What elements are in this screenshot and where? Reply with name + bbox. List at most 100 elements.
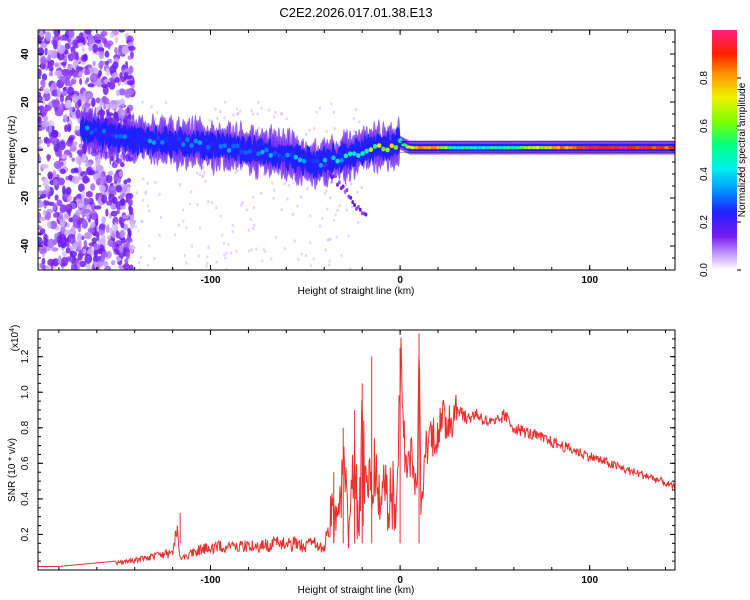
spectrogram-noise-cell	[223, 253, 226, 257]
spectrogram-ridge-peak	[135, 137, 140, 143]
spectrogram-noise-cell	[309, 264, 313, 268]
spectrogram-ridge-peak	[289, 152, 294, 158]
colorbar-tick-label: 0.4	[699, 167, 710, 181]
spectrogram-tail-cell	[336, 182, 339, 187]
spectrogram-noise-cell	[120, 98, 125, 104]
spectrogram-noise-cell	[110, 210, 118, 217]
spectrogram-noise-cell	[63, 149, 72, 156]
spectrogram-noise-cell	[232, 113, 235, 117]
y-tick-label: 40	[20, 48, 31, 60]
spectrogram-noise-cell	[115, 185, 122, 193]
spectrogram-ridge-peak	[472, 146, 479, 150]
spectrogram-noise-cell	[158, 233, 161, 237]
spectrogram-noise-cell	[40, 262, 45, 270]
spectrogram-noise-cell	[84, 253, 93, 264]
spectrogram-noise-cell	[321, 216, 324, 220]
spectrogram-ridge-peak	[389, 143, 394, 149]
spectrogram-noise-cell	[127, 55, 132, 61]
spectrogram-noise-cell	[71, 263, 75, 270]
colorbar: 0.0 0.2 0.4 0.6 0.8 Normalized spectral ampl…	[699, 30, 748, 277]
spectrogram-noise-cell	[319, 224, 322, 228]
spectrogram-ridge-peak	[655, 146, 662, 150]
spectrogram-ridge-peak	[243, 150, 248, 155]
spectrogram-noise-cell	[63, 114, 68, 123]
spectrogram-noise-cell	[53, 179, 59, 187]
spectrogram-ridge-peak	[343, 153, 349, 159]
spectrogram-noise-cell	[223, 116, 226, 120]
spectrogram-ridge-peak	[509, 146, 516, 150]
spectrogram-noise-cell	[57, 132, 62, 138]
spectrogram-noise-cell	[72, 39, 80, 49]
spectrogram-noise-cell	[216, 116, 219, 121]
spectrogram-noise-cell	[121, 185, 128, 193]
spectrogram-noise-cell	[90, 221, 95, 229]
spectrogram-noise-cell	[77, 42, 84, 47]
spectrogram-noise-cell	[260, 106, 263, 110]
spectrogram-ridge-peak	[426, 146, 433, 150]
spectrogram-noise-cell	[315, 110, 318, 114]
spectrogram-noise-cell	[286, 197, 289, 201]
spectrogram-noise-cell	[43, 91, 51, 102]
spectrogram-noise-cell	[82, 218, 87, 226]
spectrogram-noise-cell	[91, 213, 97, 221]
spectrogram-tail-cell	[353, 203, 356, 208]
spectrogram-noise-cell	[85, 191, 93, 198]
spectrogram-noise-cell	[324, 248, 327, 252]
spectrogram-ridge-peak	[335, 158, 340, 164]
spectrogram-noise-cell	[283, 247, 286, 251]
spectrogram-noise-cell	[40, 78, 46, 89]
spectrogram-ridge-peak	[276, 153, 282, 159]
spectrogram-y-axis: -40 -20 0 20 40	[20, 29, 675, 271]
spectrogram-noise-cell	[38, 115, 42, 125]
spectrogram-ridge-peak	[160, 140, 165, 145]
spectrogram-noise-cell	[154, 117, 157, 121]
spectrogram-noise-cell	[79, 260, 87, 268]
spectrogram-ridge-peak	[235, 143, 240, 149]
spectrogram-noise-cell	[222, 241, 226, 245]
spectrogram-noise-cell	[240, 203, 243, 207]
spectrogram-ridge-peak	[239, 149, 244, 155]
spectrogram-noise-cell	[45, 31, 52, 42]
spectrogram-noise-cell	[126, 107, 130, 114]
spectrogram-noise-cell	[271, 181, 274, 185]
x-tick-label: 0	[397, 575, 403, 586]
spectrogram-ridge-peak	[110, 132, 115, 138]
spectrogram-noise-cell	[39, 216, 47, 222]
spectrogram-ridge-peak	[297, 157, 303, 163]
spectrogram-noise-cell	[79, 36, 86, 43]
snr-plot-area	[38, 333, 675, 568]
spectrogram-noise-cell	[251, 112, 255, 116]
spectrogram-noise-cell	[88, 44, 93, 52]
spectrogram-ridge-peak	[151, 140, 157, 146]
spectrogram-noise-cell	[76, 65, 80, 75]
spectrogram-noise-cell	[102, 97, 110, 105]
spectrogram-ridge-peak	[260, 149, 265, 155]
spectrogram-noise-cell	[79, 78, 83, 85]
spectrogram-ridge-peak	[185, 137, 190, 143]
spectrogram-ridge-peak	[605, 146, 612, 150]
spectrogram-noise-cell	[125, 251, 131, 260]
spectrogram-noise-cell	[309, 214, 312, 218]
spectrogram-noise-cell	[208, 119, 211, 123]
spectrogram-ridge-peak	[597, 146, 604, 150]
spectrogram-ridge-peak	[530, 146, 537, 150]
spectrogram-noise-cell	[38, 138, 42, 144]
spectrogram-noise-cell	[204, 179, 207, 184]
spectrogram-noise-cell	[67, 123, 72, 133]
spectrogram-noise-cell	[54, 70, 62, 77]
spectrogram-ridge-peak	[526, 146, 533, 150]
spectrogram-noise-cell	[68, 174, 73, 181]
spectrogram-noise-cell	[203, 171, 206, 175]
x-tick-label: 0	[397, 275, 403, 286]
x-tick-label: 100	[581, 275, 598, 286]
spectrogram-noise-cell	[65, 247, 71, 254]
spectrogram-noise-cell	[69, 145, 77, 152]
spectrogram-ridge-peak	[651, 146, 658, 150]
spectrogram-ridge-peak	[377, 143, 382, 149]
spectrogram-x-axis: -100 0 100	[58, 30, 667, 286]
spectrogram-noise-cell	[98, 61, 104, 69]
spectrogram-noise-cell	[59, 204, 67, 213]
spectrogram-noise-cell	[85, 262, 91, 270]
spectrogram-noise-cell	[223, 100, 227, 104]
spectrogram-noise-cell	[38, 95, 43, 103]
